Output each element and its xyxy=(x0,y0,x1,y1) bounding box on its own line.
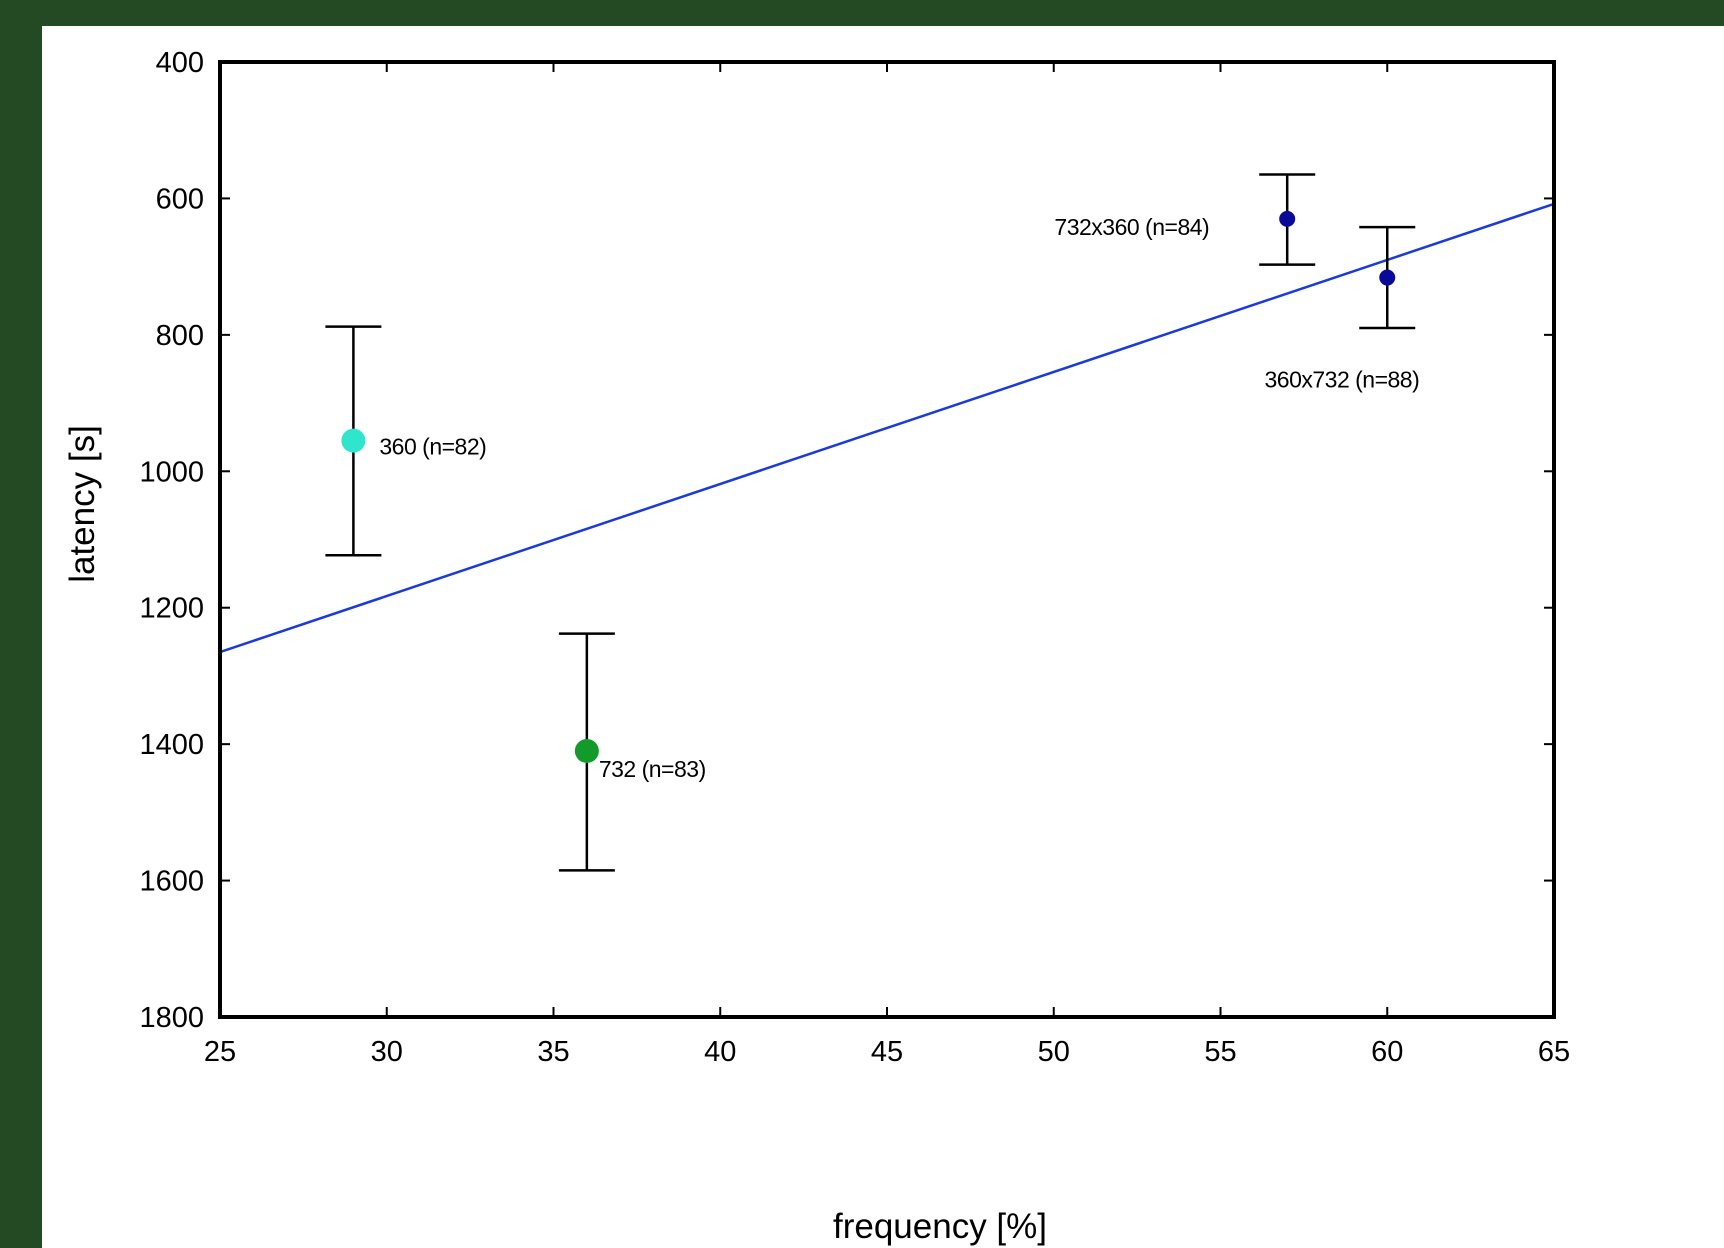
x-tick-label: 50 xyxy=(1038,1036,1070,1068)
plot-area xyxy=(218,60,1556,1019)
data-point xyxy=(341,428,366,453)
x-tick-label: 35 xyxy=(537,1036,569,1068)
x-tick-label: 55 xyxy=(1204,1036,1236,1068)
y-tick-label: 1000 xyxy=(139,456,204,488)
y-axis-title: latency [s] xyxy=(63,425,102,583)
x-tick-label: 25 xyxy=(204,1036,236,1068)
data-point xyxy=(1279,210,1296,227)
point-label: 732x360 (n=84) xyxy=(1054,214,1209,240)
x-tick-label: 60 xyxy=(1371,1036,1403,1068)
y-tick-label: 1600 xyxy=(139,866,204,898)
point-label: 732 (n=83) xyxy=(599,756,706,782)
x-tick-label: 65 xyxy=(1538,1036,1570,1068)
y-tick-label: 800 xyxy=(156,320,204,352)
y-tick-label: 600 xyxy=(156,183,204,215)
y-tick-label: 1200 xyxy=(139,593,204,625)
chart-panel: 360 (n=82) 732 (n=83) 732x360 (n=84) 360x73… xyxy=(42,26,1724,1248)
scatter-chart: 360 (n=82) 732 (n=83) 732x360 (n=84) 360x73… xyxy=(63,47,1570,1246)
x-tick-label: 45 xyxy=(871,1036,903,1068)
y-tick-label: 400 xyxy=(156,47,204,79)
y-tick-label: 1400 xyxy=(139,729,204,761)
point-label: 360 (n=82) xyxy=(379,434,486,460)
y-tick-label: 1800 xyxy=(139,1002,204,1034)
point-label: 360x732 (n=88) xyxy=(1264,367,1419,393)
data-point xyxy=(574,738,599,763)
trend-line xyxy=(219,202,1555,654)
x-axis-title: frequency [%] xyxy=(833,1207,1047,1246)
x-tick-label: 30 xyxy=(371,1036,403,1068)
x-tick-label: 40 xyxy=(704,1036,736,1068)
data-point xyxy=(1379,269,1396,286)
